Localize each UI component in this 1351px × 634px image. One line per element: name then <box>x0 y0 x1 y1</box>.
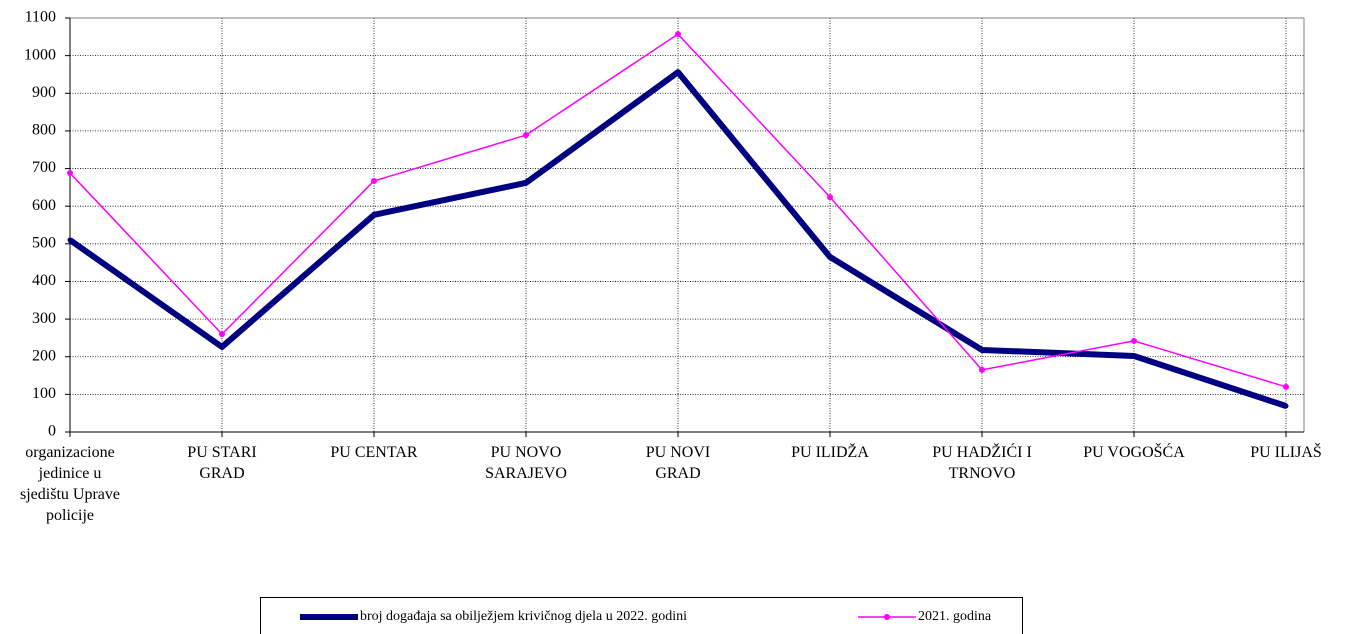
point <box>979 347 985 353</box>
x-tick-label: PU NOVO SARAJEVO <box>485 444 567 482</box>
point <box>827 254 833 260</box>
point <box>1283 403 1289 409</box>
legend-marker <box>884 614 890 620</box>
x-tick-label: PU VOGOŠĆA <box>1083 444 1185 461</box>
x-tick-label: organizacione jedinice u sjedištu Uprave… <box>20 444 120 524</box>
x-tick-label: PU HADŽIĆI I TRNOVO <box>932 444 1032 482</box>
y-tick-label: 800 <box>32 122 56 139</box>
y-tick-label: 700 <box>32 159 56 176</box>
legend-marker <box>326 614 332 620</box>
x-tick-label: PU ILIJAŠ <box>1250 444 1322 461</box>
y-tick-label: 0 <box>48 423 56 440</box>
point <box>67 237 73 243</box>
point <box>523 132 529 139</box>
x-tick-label: PU NOVI GRAD <box>645 444 711 482</box>
point <box>371 212 377 218</box>
y-tick-label: 100 <box>32 385 56 402</box>
y-tick-label: 300 <box>32 310 56 327</box>
legend-label: 2021. godina <box>918 609 992 624</box>
legend-label: broj događaja sa obilježjem krivičnog dj… <box>360 609 687 624</box>
x-tick-label: PU ILIDŽA <box>791 444 869 461</box>
point <box>67 170 73 177</box>
y-tick-label: 1100 <box>25 9 56 26</box>
y-tick-label: 1000 <box>24 46 56 63</box>
y-tick-label: 400 <box>32 272 56 289</box>
point <box>675 69 681 75</box>
point <box>219 344 225 350</box>
x-tick-label: PU STARI GRAD <box>187 444 257 482</box>
point <box>219 331 225 338</box>
point <box>523 180 529 186</box>
y-tick-label: 200 <box>32 347 56 364</box>
point <box>1131 353 1137 359</box>
point <box>827 194 833 201</box>
y-tick-label: 900 <box>32 84 56 101</box>
x-tick-label: PU CENTAR <box>330 444 418 461</box>
point <box>1283 383 1289 390</box>
y-tick-label: 500 <box>32 234 56 251</box>
y-tick-label: 600 <box>32 197 56 214</box>
point <box>371 177 377 184</box>
point <box>1131 337 1137 344</box>
point <box>979 366 985 373</box>
point <box>675 31 681 38</box>
legend-box <box>260 597 1023 634</box>
